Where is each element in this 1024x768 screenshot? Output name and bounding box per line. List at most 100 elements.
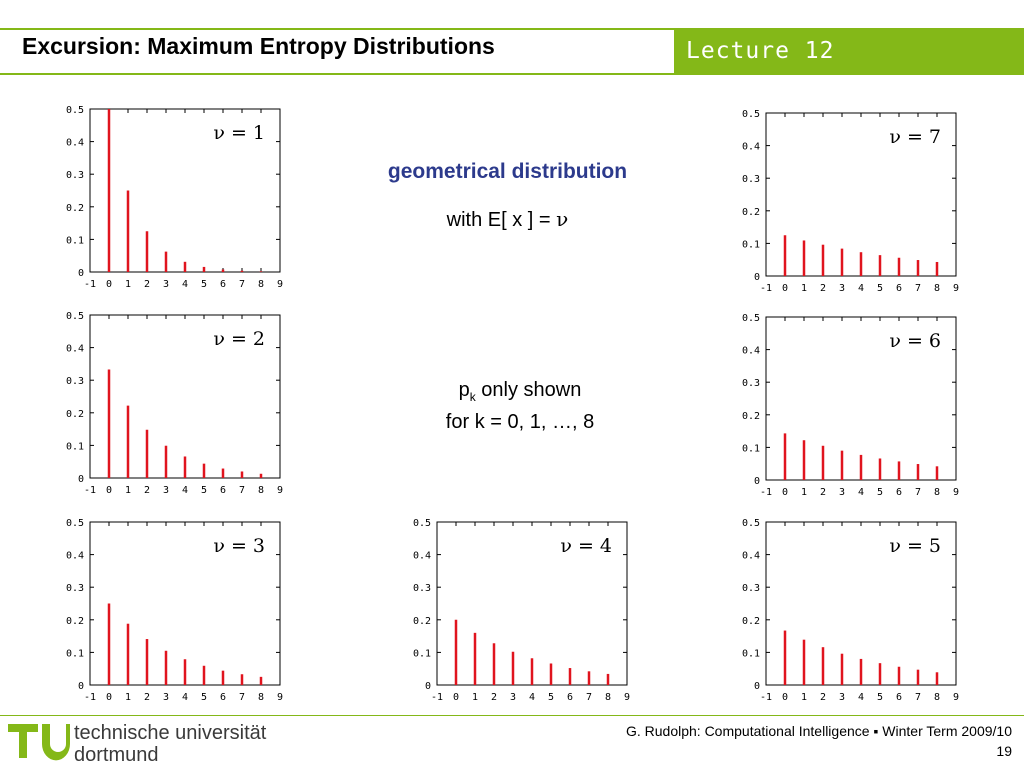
y-tick-label: 0.2 [413,616,431,627]
y-tick-label: 0.3 [742,378,760,389]
x-tick-label: 9 [624,692,630,703]
x-tick-label: 0 [106,485,112,496]
x-tick-label: 3 [839,692,845,703]
x-tick-label: 7 [586,692,592,703]
distribution-heading: geometrical distribution [387,160,628,183]
shown-range-note: pk only shown for k = 0, 1, …, 8 [345,378,695,435]
chart-nu-6-svg: 00.10.20.30.40.5-1 0 1 2 3 4 5 6 7 8 9ν = 6 [742,313,959,498]
x-tick-label: 7 [915,487,921,498]
x-tick-label: 6 [220,485,226,496]
x-tick-label: 1 [125,485,131,496]
x-tick-label: 2 [820,692,826,703]
x-tick-label: 1 [801,692,807,703]
x-tick-label: 5 [201,485,207,496]
university-line1: technische universität [74,722,267,744]
y-tick-label: 0.1 [742,648,760,659]
x-tick-label: 0 [782,283,788,294]
x-tick-label: 3 [163,279,169,290]
y-tick-label: 0.5 [66,105,84,116]
x-tick-label: 9 [277,279,283,290]
y-tick-label: 0 [754,476,760,487]
x-tick-label: 8 [934,487,940,498]
x-tick-label: 8 [258,692,264,703]
x-tick-label: 3 [839,487,845,498]
x-tick-label: 0 [782,487,788,498]
page-number: 19 [996,743,1012,759]
x-tick-label: -1 [84,485,96,496]
x-tick-label: -1 [760,692,772,703]
y-tick-label: 0.5 [742,313,760,324]
chart-nu-5-svg: 00.10.20.30.40.5-1 0 1 2 3 4 5 6 7 8 9ν = 5 [742,518,959,703]
x-tick-label: 6 [220,692,226,703]
x-tick-label: 2 [144,692,150,703]
y-tick-label: 0.5 [66,311,84,322]
x-tick-label: 7 [915,692,921,703]
y-tick-label: 0.1 [66,235,84,246]
chart-nu-3: 0 0.1 0.2 0.3 0.4 0.5 -1 0 1 2 3 4 5 6 7 8 9 ν = 3 [40,510,290,715]
x-tick-label: 0 [106,692,112,703]
y-tick-label: 0.3 [742,174,760,185]
y-tick-label: 0.5 [66,518,84,529]
x-tick-label: 5 [548,692,554,703]
y-tick-label: 0.4 [66,138,84,149]
note-k-subscript: k [469,390,476,404]
y-tick-label: 0.1 [742,443,760,454]
y-tick-label: 0 [754,681,760,692]
chart-nu-5: 0 0.1 0.2 0.3 0.4 0.5 -1 0 1 2 3 4 5 6 7 8 9 ν = 5 [716,510,966,715]
y-tick-label: 0.4 [66,344,84,355]
header-top-rule [0,28,1024,30]
nu-symbol: ν [556,207,569,231]
x-tick-label: 4 [182,692,188,703]
x-tick-label: 7 [239,279,245,290]
note-p: p [458,379,470,401]
x-tick-label: 7 [239,692,245,703]
x-tick-label: 7 [239,485,245,496]
lecture-label: Lecture 12 [686,38,835,64]
x-tick-label: 3 [163,485,169,496]
x-tick-label: 4 [182,279,188,290]
x-tick-label: -1 [84,279,96,290]
x-tick-label: 8 [258,485,264,496]
x-tick-label: 0 [106,279,112,290]
y-tick-label: 0.1 [413,648,431,659]
x-tick-label: 5 [201,692,207,703]
y-tick-label: 0.5 [742,109,760,120]
chart-nu-2-svg: 00.10.20.30.40.5-1 0 1 2 3 4 5 6 7 8 9ν = 2 [66,311,283,496]
x-tick-label: 5 [877,283,883,294]
y-tick-label: 0.4 [742,346,760,357]
x-tick-label: 2 [144,279,150,290]
university-name: technische universität dortmund [74,722,266,766]
x-tick-label: 6 [567,692,573,703]
x-tick-label: 4 [858,283,864,294]
chart-nu-7-svg: 00.10.20.30.40.5-1 0 1 2 3 4 5 6 7 8 9ν = 7 [742,109,959,294]
x-tick-label: 8 [258,279,264,290]
x-tick-label: -1 [760,487,772,498]
y-tick-label: 0 [78,474,84,485]
nu-label: ν = 2 [213,328,265,350]
x-tick-label: 1 [125,279,131,290]
x-tick-label: 5 [201,279,207,290]
x-tick-label: 2 [491,692,497,703]
nu-label: ν = 3 [213,535,265,557]
x-tick-label: 0 [453,692,459,703]
x-tick-label: 9 [277,485,283,496]
y-tick-label: 0 [78,268,84,279]
lecture-badge: Lecture 12 [674,30,1024,73]
y-tick-label: 0.3 [742,583,760,594]
y-tick-label: 0.3 [66,376,84,387]
note-line2: for k = 0, 1, …, 8 [445,411,595,433]
y-tick-label: 0.4 [742,142,760,153]
y-tick-label: 0.2 [742,207,760,218]
x-tick-label: 6 [896,692,902,703]
x-tick-label: 4 [182,485,188,496]
x-tick-label: 1 [801,487,807,498]
chart-nu-6: 0 0.1 0.2 0.3 0.4 0.5 -1 0 1 2 3 4 5 6 7 8 9 ν = 6 [716,305,966,510]
y-tick-label: 0.2 [66,616,84,627]
chart-nu-1-svg: 00.10.20.30.40.5-1 0 1 2 3 4 5 6 7 8 9ν = 1 [66,105,283,290]
x-tick-label: 2 [820,487,826,498]
nu-label: ν = 4 [560,535,612,557]
x-tick-label: 1 [801,283,807,294]
tu-logo-icon [8,724,70,761]
x-tick-label: 1 [472,692,478,703]
y-tick-label: 0.3 [66,583,84,594]
